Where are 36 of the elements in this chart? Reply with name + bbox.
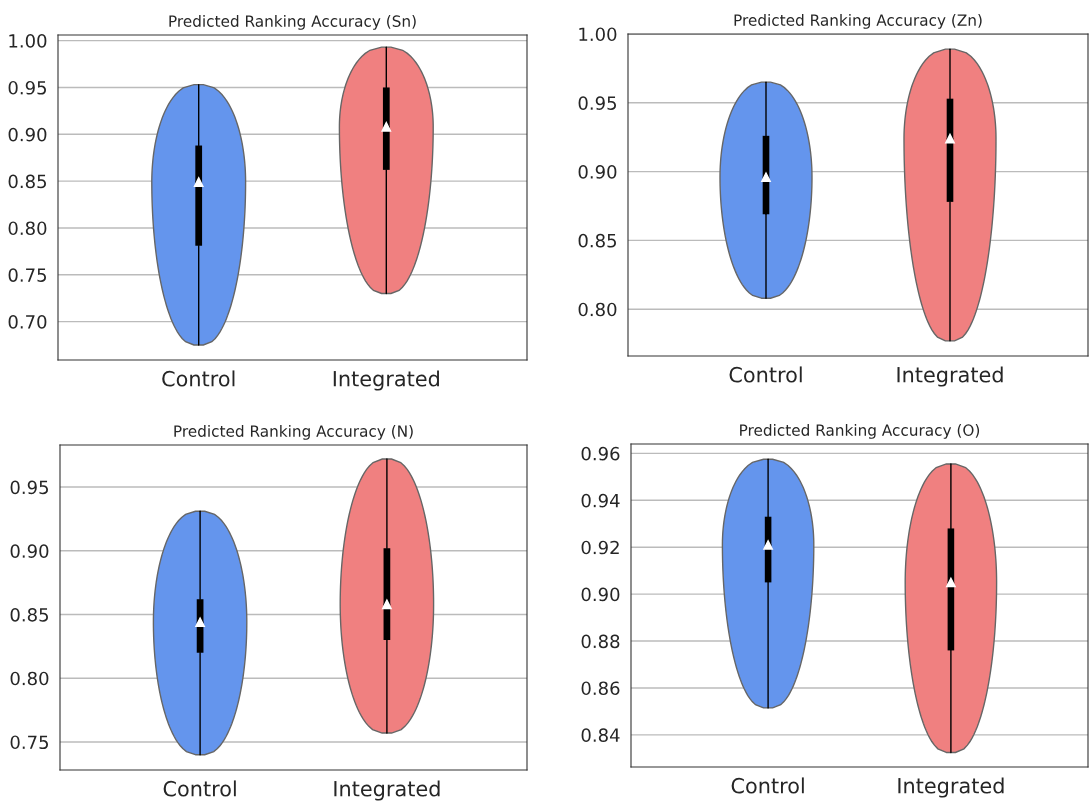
y-tick-label: 0.85 — [8, 174, 47, 189]
y-tick-label: 0.85 — [10, 607, 49, 622]
x-tick-label: Control — [162, 370, 235, 387]
y-tick-label: 0.80 — [8, 221, 47, 236]
y-tick-label: 0.90 — [581, 587, 620, 602]
chart-title: Predicted Ranking Accuracy (Sn) — [169, 15, 416, 30]
y-tick-label: 0.95 — [10, 480, 49, 495]
y-tick-label: 0.95 — [578, 96, 617, 110]
y-tick-label: 0.75 — [10, 735, 49, 750]
y-tick-label: 0.90 — [578, 165, 617, 179]
x-tick-label: Control — [163, 780, 236, 797]
y-tick-label: 0.90 — [8, 127, 47, 142]
y-tick-label: 0.80 — [10, 671, 49, 686]
chart-title: Predicted Ranking Accuracy (N) — [174, 425, 413, 440]
x-tick-label: Integrated — [897, 366, 1003, 387]
y-tick-label: 0.88 — [581, 634, 620, 649]
x-tick-label: Integrated — [334, 780, 440, 801]
chart-title: Predicted Ranking Accuracy (O) — [740, 424, 980, 439]
y-tick-label: 0.90 — [10, 544, 49, 558]
chart-title: Predicted Ranking Accuracy (Zn) — [734, 14, 982, 29]
y-tick-label: 0.85 — [578, 233, 617, 248]
y-tick-label: 0.75 — [8, 268, 47, 282]
x-tick-label: Control — [731, 777, 804, 794]
y-tick-label: 0.80 — [578, 302, 617, 317]
y-tick-label: 0.84 — [581, 728, 620, 742]
y-tick-label: 0.95 — [8, 80, 47, 95]
x-tick-label: Control — [729, 366, 802, 383]
y-tick-label: 1.00 — [579, 27, 617, 42]
y-tick-label: 0.86 — [581, 681, 620, 696]
y-tick-label: 0.70 — [8, 315, 47, 329]
x-tick-label: Integrated — [333, 370, 439, 391]
y-tick-label: 0.92 — [581, 540, 619, 555]
y-tick-label: 0.94 — [581, 493, 620, 508]
y-tick-label: 0.96 — [581, 446, 620, 461]
x-tick-label: Integrated — [898, 777, 1004, 798]
y-tick-label: 1.00 — [9, 34, 47, 48]
